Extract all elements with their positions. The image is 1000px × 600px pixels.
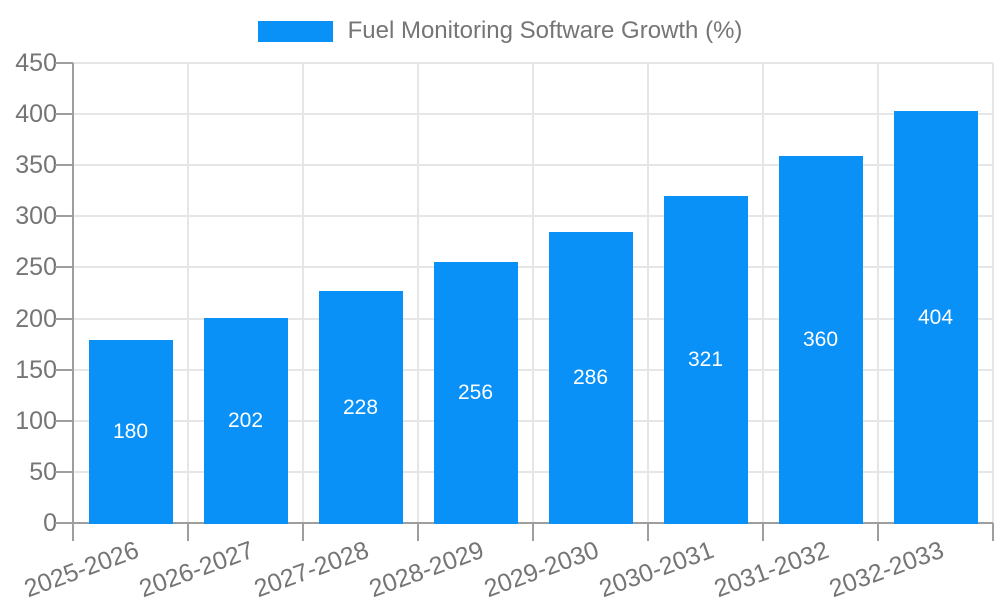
bar-2026-2027 bbox=[203, 318, 288, 524]
y-axis-tick bbox=[55, 317, 73, 320]
x-axis-label: 2028-2029 bbox=[365, 535, 488, 600]
y-axis-tick bbox=[55, 62, 73, 64]
y-axis-label: 450 bbox=[15, 49, 57, 77]
bar-2031-2032 bbox=[778, 156, 863, 524]
legend: Fuel Monitoring Software Growth (%) bbox=[0, 18, 1000, 44]
legend-swatch bbox=[257, 20, 333, 42]
y-axis-tick bbox=[55, 368, 73, 371]
x-axis-label: 2026-2027 bbox=[135, 535, 258, 600]
x-axis-tick bbox=[762, 523, 764, 541]
x-axis-tick bbox=[302, 523, 304, 541]
x-axis-tick bbox=[532, 523, 534, 541]
x-axis-label: 2030-2031 bbox=[595, 535, 718, 600]
bar-value-label: 321 bbox=[687, 348, 724, 371]
gridline-vertical bbox=[877, 63, 879, 523]
bar-value-label: 404 bbox=[917, 305, 954, 329]
x-axis-tick bbox=[647, 523, 649, 541]
x-axis-tick bbox=[417, 523, 419, 541]
x-axis-tick bbox=[72, 523, 74, 541]
y-axis-tick bbox=[55, 215, 73, 218]
y-axis-tick bbox=[55, 164, 73, 167]
bar-2025-2026 bbox=[88, 340, 173, 524]
bar-value-label: 180 bbox=[112, 420, 149, 443]
bar-2032-2033 bbox=[893, 111, 978, 524]
bar-value-label: 202 bbox=[227, 409, 264, 432]
y-axis-label: 200 bbox=[15, 304, 57, 333]
y-axis-tick bbox=[55, 266, 73, 269]
x-axis-tick bbox=[187, 523, 189, 541]
y-axis-tick bbox=[55, 419, 73, 422]
y-axis-label: 350 bbox=[15, 151, 57, 180]
bar-2030-2031 bbox=[663, 196, 748, 524]
x-axis-label: 2032-2033 bbox=[825, 535, 948, 600]
x-axis-label: 2029-2030 bbox=[480, 535, 603, 600]
y-axis-label: 150 bbox=[15, 355, 57, 384]
y-axis-label: 50 bbox=[29, 457, 57, 486]
y-axis-label: 250 bbox=[15, 253, 57, 282]
gridline-vertical bbox=[647, 63, 649, 523]
bar-2027-2028 bbox=[318, 291, 403, 524]
y-axis-label: 400 bbox=[15, 100, 57, 129]
x-axis-tick bbox=[877, 523, 879, 541]
bar-2029-2030 bbox=[548, 232, 633, 524]
gridline-vertical bbox=[417, 63, 419, 523]
y-axis-label: 0 bbox=[43, 509, 57, 537]
y-axis-tick bbox=[55, 522, 73, 524]
bar-2028-2029 bbox=[433, 262, 518, 524]
gridline-vertical bbox=[187, 63, 189, 523]
x-axis-label: 2031-2032 bbox=[710, 535, 833, 600]
x-axis-label: 2027-2028 bbox=[250, 535, 373, 600]
bar-value-label: 360 bbox=[802, 328, 839, 351]
gridline-vertical bbox=[532, 63, 534, 523]
x-axis-tick bbox=[992, 523, 994, 541]
gridline-vertical bbox=[992, 63, 994, 523]
gridline-vertical bbox=[762, 63, 764, 523]
bar-value-label: 256 bbox=[457, 381, 494, 404]
bar-value-label: 286 bbox=[572, 366, 609, 389]
bar-value-label: 228 bbox=[342, 395, 379, 419]
y-axis-tick bbox=[55, 470, 73, 473]
x-axis-label: 2025-2026 bbox=[20, 535, 143, 600]
gridline-vertical bbox=[302, 63, 304, 523]
y-axis-line bbox=[72, 63, 74, 541]
y-axis-label: 300 bbox=[15, 202, 57, 231]
legend-label: Fuel Monitoring Software Growth (%) bbox=[347, 17, 743, 44]
y-axis-label: 100 bbox=[15, 406, 57, 435]
y-axis-tick bbox=[55, 113, 73, 116]
